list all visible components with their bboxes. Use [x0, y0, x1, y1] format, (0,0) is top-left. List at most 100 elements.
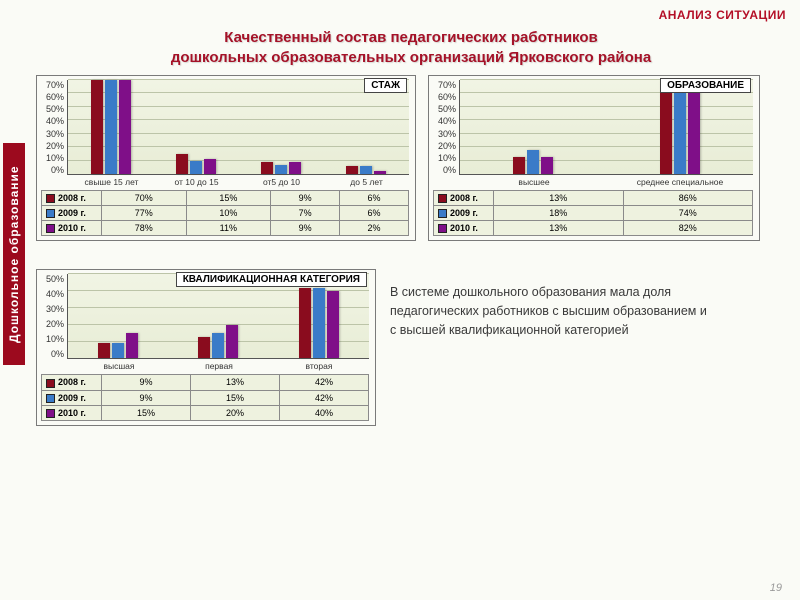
bar	[112, 343, 124, 358]
data-cell: 7%	[271, 206, 340, 221]
analysis-paragraph: В системе дошкольного образования мала д…	[390, 283, 710, 339]
chart-qualification: КВАЛИФИКАЦИОННАЯ КАТЕГОРИЯ 50% 40% 30% 20% 10…	[36, 269, 376, 425]
data-cell: 13%	[494, 221, 624, 236]
x-label: до 5 лет	[324, 177, 409, 187]
series-label: 2010 г.	[434, 221, 494, 236]
bar	[688, 80, 700, 174]
series-label: 2009 г.	[434, 206, 494, 221]
x-label: среднее специальное	[607, 177, 753, 187]
data-cell: 10%	[186, 206, 271, 221]
bar	[275, 165, 287, 174]
data-cell: 13%	[191, 375, 280, 390]
series-label: 2008 г.	[42, 191, 102, 206]
data-cell: 82%	[623, 221, 753, 236]
x-label: свыше 15 лет	[69, 177, 154, 187]
data-cell: 70%	[102, 191, 187, 206]
y-tick: 30%	[46, 304, 64, 314]
y-tick: 0%	[51, 349, 64, 359]
bar	[212, 333, 224, 358]
bar	[289, 162, 301, 174]
section-header: АНАЛИЗ СИТУАЦИИ	[659, 8, 786, 22]
data-cell: 6%	[340, 191, 409, 206]
data-cell: 18%	[494, 206, 624, 221]
y-tick: 20%	[46, 319, 64, 329]
y-tick: 30%	[46, 129, 64, 139]
series-label: 2010 г.	[42, 221, 102, 236]
bar	[176, 154, 188, 174]
y-tick: 20%	[46, 141, 64, 151]
y-tick: 50%	[438, 104, 456, 114]
y-tick: 0%	[51, 165, 64, 175]
data-cell: 77%	[102, 206, 187, 221]
data-cell: 42%	[280, 390, 369, 405]
x-label: первая	[169, 361, 269, 371]
bar	[660, 80, 672, 174]
bar	[527, 150, 539, 174]
bar	[190, 161, 202, 174]
data-cell: 15%	[191, 390, 280, 405]
series-label: 2009 г.	[42, 390, 102, 405]
bar	[119, 80, 131, 174]
data-cell: 9%	[271, 191, 340, 206]
bar	[327, 291, 339, 358]
y-tick: 40%	[438, 116, 456, 126]
y-tick: 20%	[438, 141, 456, 151]
chart-title: ОБРАЗОВАНИЕ	[660, 78, 751, 93]
bar	[204, 159, 216, 174]
series-label: 2008 г.	[434, 191, 494, 206]
x-label: высшая	[69, 361, 169, 371]
chart-stazh: СТАЖ 70% 60% 50% 40% 30% 20% 10% 0% свыше 15 лет о…	[36, 75, 416, 241]
bar	[91, 80, 103, 174]
data-cell: 9%	[271, 221, 340, 236]
page-title: Качественный состав педагогических работ…	[36, 28, 786, 67]
data-cell: 20%	[191, 405, 280, 420]
bar	[674, 80, 686, 174]
page-number: 19	[770, 582, 782, 594]
y-tick: 40%	[46, 116, 64, 126]
y-tick: 10%	[46, 334, 64, 344]
y-tick: 50%	[46, 104, 64, 114]
y-tick: 70%	[46, 80, 64, 90]
y-tick: 30%	[438, 129, 456, 139]
data-cell: 15%	[186, 191, 271, 206]
chart-education: ОБРАЗОВАНИЕ70%60%50%40%30%20%10%0%высшее…	[428, 75, 760, 241]
bar	[346, 166, 358, 174]
series-label: 2008 г.	[42, 375, 102, 390]
y-tick: 10%	[438, 153, 456, 163]
series-label: 2009 г.	[42, 206, 102, 221]
bar	[360, 166, 372, 174]
data-cell: 9%	[102, 390, 191, 405]
data-cell: 2%	[340, 221, 409, 236]
series-label: 2010 г.	[42, 405, 102, 420]
chart-title: КВАЛИФИКАЦИОННАЯ КАТЕГОРИЯ	[176, 272, 367, 287]
data-cell: 42%	[280, 375, 369, 390]
bar	[126, 333, 138, 358]
bar	[105, 80, 117, 174]
y-tick: 60%	[46, 92, 64, 102]
y-tick: 50%	[46, 274, 64, 284]
data-cell: 6%	[340, 206, 409, 221]
bar	[261, 162, 273, 174]
data-cell: 86%	[623, 191, 753, 206]
bar	[513, 157, 525, 174]
y-tick: 10%	[46, 153, 64, 163]
data-cell: 9%	[102, 375, 191, 390]
bar	[313, 288, 325, 359]
data-table: 2008 г.9%13%42%2009 г.9%15%42%2010 г.15%…	[41, 374, 369, 420]
y-tick: 40%	[46, 289, 64, 299]
x-label: от5 до 10	[239, 177, 324, 187]
sidebar-label: Дошкольное образование	[3, 143, 25, 365]
data-cell: 11%	[186, 221, 271, 236]
x-label: вторая	[269, 361, 369, 371]
bar	[541, 157, 553, 174]
bar	[198, 337, 210, 359]
y-tick: 70%	[438, 80, 456, 90]
data-cell: 74%	[623, 206, 753, 221]
data-cell: 40%	[280, 405, 369, 420]
bar	[98, 343, 110, 358]
data-table: 2008 г.70%15%9%6% 2009 г.77%10%7%6% 2010 г…	[41, 190, 409, 236]
chart-title: СТАЖ	[364, 78, 407, 93]
data-table: 2008 г.13%86%2009 г.18%74%2010 г.13%82%	[433, 190, 753, 236]
y-tick: 60%	[438, 92, 456, 102]
data-cell: 15%	[102, 405, 191, 420]
